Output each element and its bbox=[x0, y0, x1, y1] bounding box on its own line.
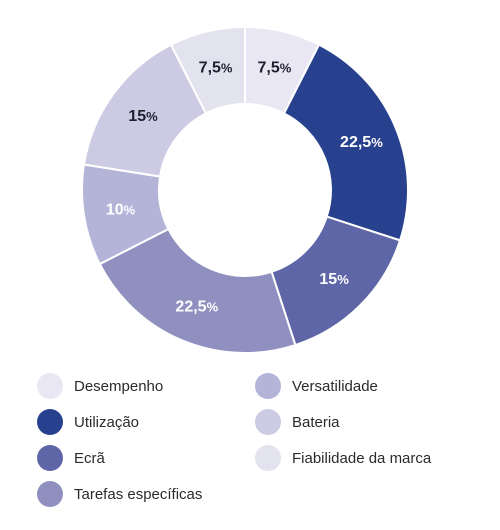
legend-swatch bbox=[37, 481, 63, 507]
legend-item: Ecrã bbox=[37, 445, 105, 471]
legend-item: Fiabilidade da marca bbox=[255, 445, 431, 471]
legend-label: Ecrã bbox=[74, 449, 105, 467]
slice-value-label: 15% bbox=[128, 107, 158, 124]
legend-item: Utilização bbox=[37, 409, 139, 435]
legend-item: Tarefas específicas bbox=[37, 481, 202, 507]
legend-item: Versatilidade bbox=[255, 373, 378, 399]
legend-label: Tarefas específicas bbox=[74, 485, 203, 503]
slice-value-label: 22,5% bbox=[340, 133, 383, 150]
legend-swatch bbox=[255, 409, 281, 435]
legend-label: Fiabilidade da marca bbox=[292, 449, 432, 467]
legend-label: Bateria bbox=[292, 413, 340, 431]
donut-slice bbox=[169, 25, 246, 115]
legend-swatch bbox=[255, 445, 281, 471]
slice-value-label: 7,5% bbox=[258, 59, 292, 76]
donut-chart: 7,5% 22,5% 15% 22,5% 10% 15% 7,5% bbox=[81, 25, 409, 354]
legend-label: Utilização bbox=[74, 413, 140, 431]
legend-swatch bbox=[37, 445, 63, 471]
legend-item: Desempenho bbox=[37, 373, 163, 399]
slice-value-label: 15% bbox=[319, 271, 349, 288]
legend-swatch bbox=[37, 373, 63, 399]
donut-slice bbox=[282, 43, 409, 242]
legend-swatch bbox=[255, 373, 281, 399]
slice-value-label: 7,5% bbox=[199, 59, 233, 76]
legend-label: Versatilidade bbox=[292, 377, 378, 395]
legend-item: Bateria bbox=[255, 409, 340, 435]
legend-label: Desempenho bbox=[74, 377, 164, 395]
donut-slice bbox=[98, 227, 297, 354]
slice-value-label: 22,5% bbox=[175, 298, 218, 315]
legend-swatch bbox=[37, 409, 63, 435]
slice-value-label: 10% bbox=[106, 201, 136, 218]
